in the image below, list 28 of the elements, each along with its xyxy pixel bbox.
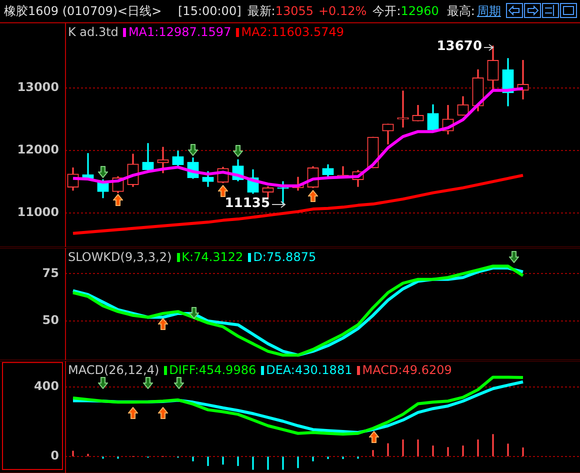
legend-label: MA2:11603.5749 <box>241 25 344 39</box>
text: +0.12% <box>318 4 367 18</box>
legend-label: K:74.3122 <box>182 250 244 264</box>
legend-label: DEA:430.1881 <box>266 363 352 377</box>
legend-label: MA1:12987.1597 <box>128 25 232 39</box>
y-tick-label: 75 <box>42 266 59 280</box>
chart-title: SLOWKD(9,3,3,2) <box>68 250 172 264</box>
chart-title: MACD(26,12,4) <box>68 363 160 377</box>
text: 12960 <box>400 4 439 18</box>
y-tick-label: 12000 <box>17 142 59 156</box>
text: [15:00:00] <box>178 4 242 18</box>
chart-title: 橡胶1609 (010709)<日线> <box>4 3 162 20</box>
y-tick-label: 0 <box>50 448 59 463</box>
text: 周期 <box>476 4 501 18</box>
text: 最高: <box>446 4 475 18</box>
text: 13055 <box>275 4 314 18</box>
legend-label: DIFF:454.9986 <box>169 363 256 377</box>
text: 今开: <box>372 4 401 18</box>
y-tick-label: 50 <box>42 313 59 328</box>
y-tick-label: 11000 <box>17 204 59 219</box>
legend-label: MACD:49.6209 <box>362 363 452 377</box>
y-tick-label: 400 <box>34 379 59 394</box>
annotation: 13670 <box>436 39 482 54</box>
text: 最新: <box>247 4 276 18</box>
y-tick-label: 13000 <box>17 80 59 94</box>
annotation: 11135 <box>224 196 270 211</box>
chart-subtitle: K ad.3td <box>68 25 118 39</box>
legend-label: D:75.8875 <box>253 250 316 264</box>
